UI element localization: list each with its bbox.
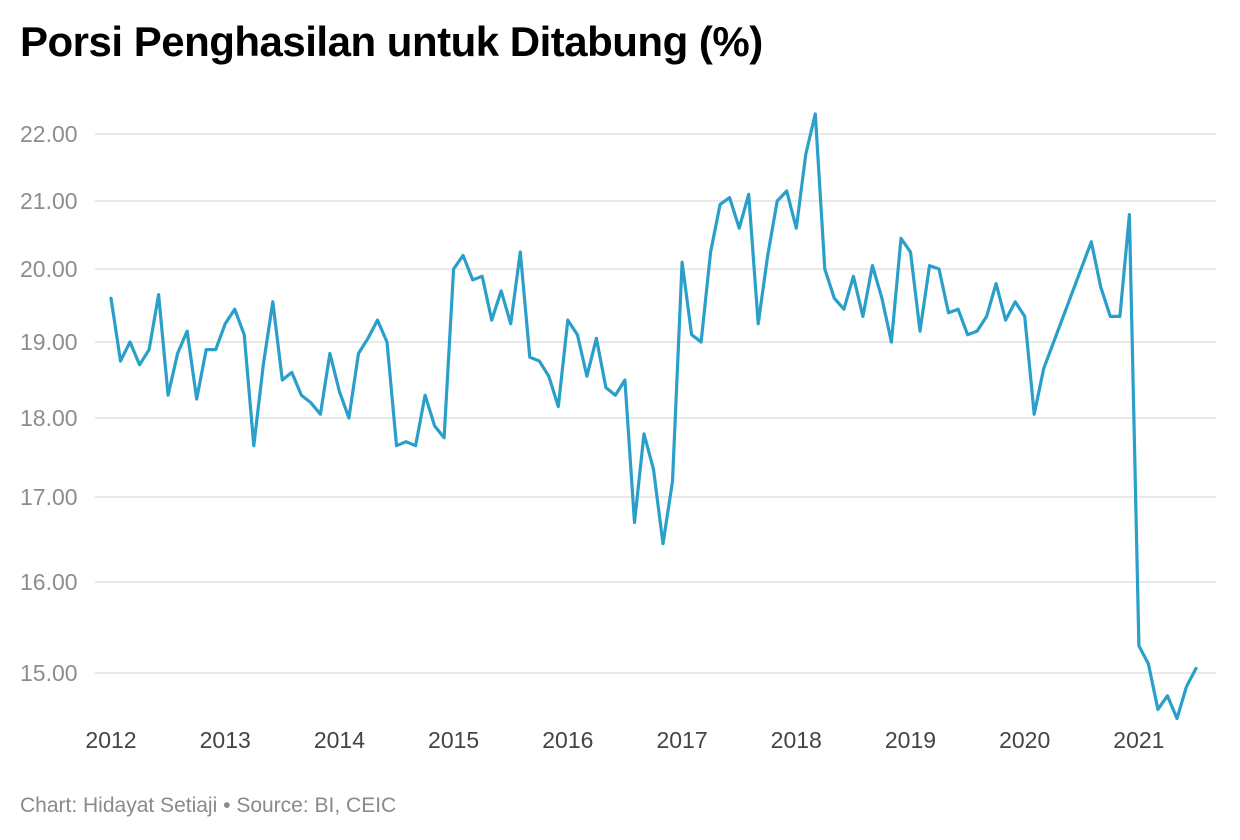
y-tick-label: 17.00 (20, 484, 78, 510)
y-tick-label: 18.00 (20, 405, 78, 431)
credit-separator: • (223, 794, 231, 817)
x-tick-label: 2015 (428, 727, 479, 753)
x-tick-label: 2019 (885, 727, 936, 753)
y-tick-label: 15.00 (20, 660, 78, 686)
x-tick-label: 2018 (771, 727, 822, 753)
series-layer (109, 112, 1198, 721)
chart-credit: Chart: Hidayat Setiaji • Source: BI, CEI… (20, 794, 396, 818)
credit-author: Chart: Hidayat Setiaji (20, 794, 218, 817)
y-tick-label: 22.00 (20, 121, 78, 147)
x-tick-label: 2014 (314, 727, 365, 753)
x-tick-label: 2016 (542, 727, 593, 753)
y-tick-label: 21.00 (20, 188, 78, 214)
x-tick-label: 2021 (1113, 727, 1164, 753)
x-tick-label: 2012 (85, 727, 136, 753)
y-axis-ticks: 15.00 16.00 17.00 18.00 19.00 20.00 21.00 22.00 (20, 121, 78, 686)
y-tick-label: 16.00 (20, 569, 78, 595)
grid-lines (95, 133, 1216, 674)
x-axis-ticks: 2012 2013 2014 2015 2016 2017 2018 2019 2020 2021 (85, 727, 1164, 753)
x-tick-label: 2020 (999, 727, 1050, 753)
chart-title: Porsi Penghasilan untuk Ditabung (%) (20, 18, 763, 65)
x-tick-label: 2017 (656, 727, 707, 753)
credit-source: Source: BI, CEIC (236, 794, 397, 817)
series-line (109, 112, 1198, 721)
x-tick-label: 2013 (200, 727, 251, 753)
y-tick-label: 20.00 (20, 256, 78, 282)
y-tick-label: 19.00 (20, 329, 78, 355)
